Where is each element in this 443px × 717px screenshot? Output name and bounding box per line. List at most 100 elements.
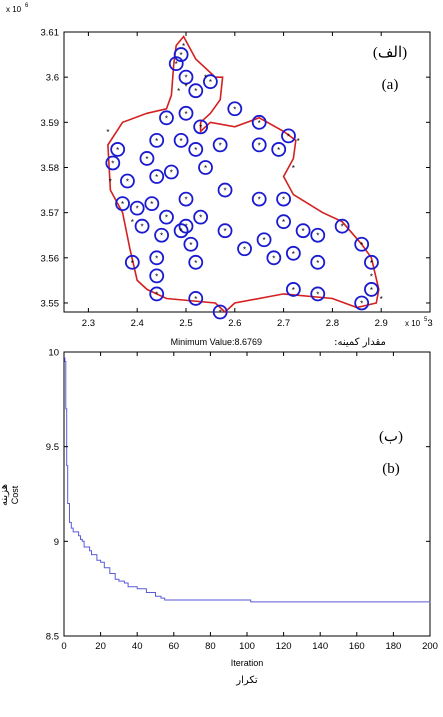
x-tick-label: 200: [422, 641, 438, 652]
panel-b: Minimum Value:8.6769 مقدار کمینه: 0 20 40 6…: [0, 337, 438, 686]
x-exponent-label: x 10: [405, 319, 421, 328]
x-tick-label: 20: [95, 641, 106, 652]
station-point: *: [258, 119, 261, 128]
y-axis-label: Cost: [10, 485, 20, 504]
cost-content: [64, 357, 431, 603]
station-point: *: [302, 227, 305, 236]
station-point: *: [180, 51, 183, 60]
station-point: *: [155, 254, 158, 263]
station-point: *: [258, 141, 261, 150]
coverage-circle: [105, 155, 121, 171]
coverage-circle: [285, 282, 301, 297]
station-point: *: [316, 290, 319, 299]
uncovered-point: *: [182, 42, 185, 51]
station-point: *: [175, 60, 178, 69]
coverage-circle: [178, 191, 194, 207]
coverage-circle: [178, 69, 194, 85]
coverage-circle: [266, 250, 282, 266]
station-point: *: [243, 245, 246, 254]
station-point: *: [121, 200, 124, 209]
coverage-circle: [149, 132, 165, 148]
coverage-circle: [110, 142, 126, 157]
x-tick-label: 2.7: [277, 318, 290, 329]
panel-label-b: (b): [382, 461, 400, 477]
station-point: *: [180, 227, 183, 236]
station-point: *: [341, 223, 344, 232]
uncovered-point: *: [106, 128, 109, 137]
station-point: *: [360, 299, 363, 308]
uncovered-point: *: [204, 74, 207, 83]
coverage-circle: [149, 268, 165, 284]
coverage-circle: [173, 223, 189, 239]
station-point: *: [145, 155, 148, 164]
coverage-circle: [149, 169, 165, 184]
y-tick-label: 3.56: [41, 253, 60, 264]
coverage-circle: [227, 101, 243, 117]
x-tick-label: 3: [427, 318, 432, 329]
station-point: *: [199, 214, 202, 223]
station-point: *: [111, 159, 114, 168]
coverage-circle: [159, 110, 174, 126]
x-exponent: 5: [424, 317, 428, 323]
x-tick-label: 180: [385, 641, 401, 652]
coverage-circle: [134, 218, 150, 234]
coverage-circle: [149, 286, 165, 302]
station-point: *: [282, 196, 285, 205]
x-tick-label: 40: [132, 641, 143, 652]
station-point: *: [194, 146, 197, 155]
coverage-circle: [251, 114, 267, 130]
station-point: *: [370, 259, 373, 268]
coverage-circle: [159, 209, 174, 225]
station-point: *: [360, 241, 363, 250]
coverage-circle: [173, 47, 189, 62]
x-tick-label: 100: [239, 641, 255, 652]
station-point: *: [136, 205, 139, 214]
x-tick-label: 2.9: [375, 318, 388, 329]
station-point: *: [150, 200, 153, 209]
station-point: *: [155, 272, 158, 281]
coverage-circle: [281, 128, 296, 144]
x-tick-label: 2.8: [326, 318, 339, 329]
x-tick-label: 140: [312, 641, 328, 652]
station-point: *: [155, 173, 158, 182]
station-point: *: [155, 290, 158, 299]
station-point: *: [263, 236, 266, 245]
station-point: *: [219, 141, 222, 150]
station-point: *: [131, 259, 134, 268]
coverage-circle: [183, 236, 199, 252]
panel-label: (a): [382, 77, 399, 93]
coverage-circle: [178, 105, 194, 121]
y-tick-label: 3.55: [41, 298, 60, 309]
station-point: *: [199, 123, 202, 132]
coverage-circle: [149, 250, 165, 266]
coverage-circle: [364, 282, 379, 297]
coverage-circle: [193, 209, 209, 225]
station-point: *: [370, 286, 373, 295]
coverage-circle: [188, 142, 204, 157]
station-point: *: [194, 87, 197, 96]
station-point: *: [184, 110, 187, 119]
coverage-circle: [276, 191, 292, 207]
coverage-circle: [310, 254, 326, 270]
station-point: *: [155, 137, 158, 146]
minimum-value-title-fa: مقدار کمینه:: [334, 337, 386, 348]
coverage-circle: [251, 137, 267, 153]
coverage-circle: [217, 182, 233, 198]
coverage-circle: [129, 200, 145, 216]
station-point: *: [165, 214, 168, 223]
coverage-circle: [217, 223, 233, 239]
coverage-circle: [364, 254, 379, 270]
station-point: *: [160, 232, 163, 241]
y-axis-label-fa: هزینه: [0, 484, 10, 506]
cost-plot-area: [63, 351, 431, 637]
x-tick-label: 2.3: [82, 318, 95, 329]
y-tick-label: 3.57: [41, 208, 60, 219]
y-tick-label: 10: [48, 348, 59, 359]
uncovered-point: *: [297, 137, 300, 146]
panel-a: ********* ********* **************** ******…: [6, 3, 433, 329]
station-point: *: [126, 178, 129, 187]
coverage-circle: [285, 245, 301, 261]
coverage-circle: [310, 286, 326, 302]
station-point: *: [194, 259, 197, 268]
station-point: *: [209, 78, 212, 87]
